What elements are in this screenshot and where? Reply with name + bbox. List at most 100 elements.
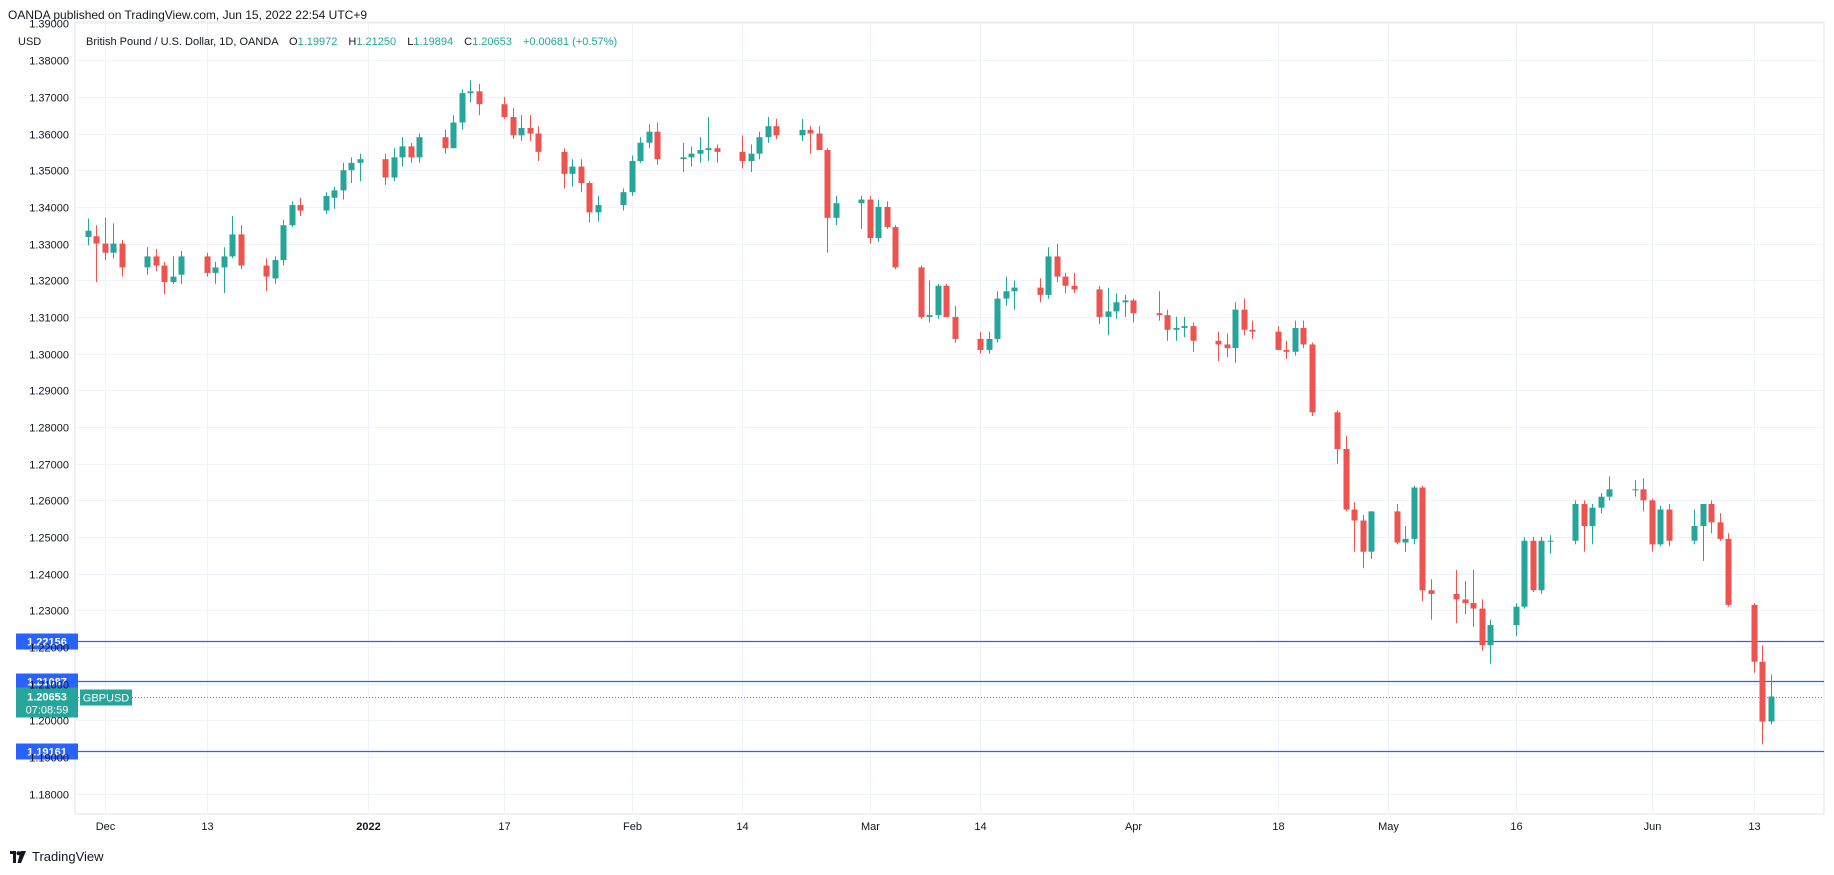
candle[interactable] [637,137,644,163]
candle[interactable] [1130,298,1137,323]
candle[interactable] [1164,309,1171,341]
candle[interactable] [518,115,525,141]
candle[interactable] [1394,504,1401,545]
candle[interactable] [348,157,355,184]
candle[interactable] [170,256,177,284]
candle[interactable] [535,126,542,162]
candle[interactable] [289,201,296,228]
candle[interactable] [1173,316,1180,341]
candle[interactable] [1122,294,1129,317]
candle[interactable] [1402,526,1409,552]
candle[interactable] [867,195,874,244]
candle[interactable] [918,265,925,319]
candle[interactable] [1487,619,1494,664]
candle[interactable] [858,195,865,229]
candle[interactable] [323,192,330,215]
candle[interactable] [527,115,534,141]
candle[interactable] [943,283,950,317]
candle[interactable] [1606,476,1613,501]
candle[interactable] [1037,278,1044,303]
candle[interactable] [1105,287,1112,336]
candle[interactable] [510,107,517,140]
candle[interactable] [654,122,661,165]
candle[interactable] [977,331,984,354]
candle[interactable] [416,133,423,163]
candle[interactable] [85,218,92,246]
candle[interactable] [884,201,891,229]
candle[interactable] [1360,515,1367,569]
candles[interactable] [85,80,1775,745]
candle[interactable] [212,261,219,284]
candle[interactable] [875,199,882,242]
candle[interactable] [561,148,568,189]
candle[interactable] [1351,502,1358,552]
candle[interactable] [1547,535,1554,554]
candle[interactable] [1011,280,1018,310]
candle[interactable] [739,135,746,169]
candle[interactable] [1334,410,1341,464]
candle[interactable] [1300,320,1307,349]
candle[interactable] [569,159,576,187]
candle[interactable] [646,124,653,149]
candle[interactable] [340,162,347,200]
candle[interactable] [178,250,185,284]
candle[interactable] [705,117,712,162]
candle[interactable] [1428,579,1435,620]
candle[interactable] [1190,322,1197,352]
candle[interactable] [204,252,211,277]
candle[interactable] [578,159,585,193]
candle[interactable] [1054,243,1061,283]
candle[interactable] [1666,504,1673,547]
candle[interactable] [1479,599,1486,651]
candle[interactable] [1640,478,1647,512]
candle[interactable] [824,148,831,253]
candle[interactable] [1241,298,1248,336]
candle[interactable] [238,225,245,270]
candle[interactable] [935,283,942,319]
candle[interactable] [144,247,151,275]
candle[interactable] [1572,500,1579,545]
candle[interactable] [1700,504,1707,561]
candle[interactable] [833,195,840,226]
candle[interactable] [714,144,721,163]
candle[interactable] [1283,340,1290,360]
candle[interactable] [1513,603,1520,637]
candle[interactable] [153,249,160,272]
candle[interactable] [1725,533,1732,607]
candle[interactable] [765,117,772,143]
candle[interactable] [1309,342,1316,416]
candle[interactable] [629,155,636,196]
candle[interactable] [1411,485,1418,545]
candle[interactable] [748,144,755,173]
candle[interactable] [501,96,508,119]
candle[interactable] [459,89,466,130]
candle[interactable] [408,142,415,163]
candle[interactable] [280,219,287,266]
candle[interactable] [773,118,780,140]
candle[interactable] [1717,513,1724,541]
candle[interactable] [756,131,763,160]
candle[interactable] [1708,500,1715,534]
candle[interactable] [1156,291,1163,321]
candle[interactable] [1113,293,1120,319]
candle[interactable] [1530,537,1537,593]
candle[interactable] [620,188,627,211]
candle[interactable] [1470,570,1477,627]
candle[interactable] [382,153,389,185]
candle[interactable] [1045,247,1052,299]
candle[interactable] [1649,498,1656,552]
candle[interactable] [161,261,168,295]
candle[interactable] [807,126,814,154]
candle[interactable] [1462,581,1469,615]
candle[interactable] [357,153,364,182]
candle[interactable] [680,142,687,173]
candle[interactable] [994,291,1001,343]
candle[interactable] [799,118,806,141]
candle[interactable] [816,126,823,151]
candle[interactable] [1343,436,1350,512]
candle[interactable] [1589,504,1596,545]
candle[interactable] [1759,645,1766,745]
candle[interactable] [1062,272,1069,294]
candle[interactable] [1538,537,1545,594]
